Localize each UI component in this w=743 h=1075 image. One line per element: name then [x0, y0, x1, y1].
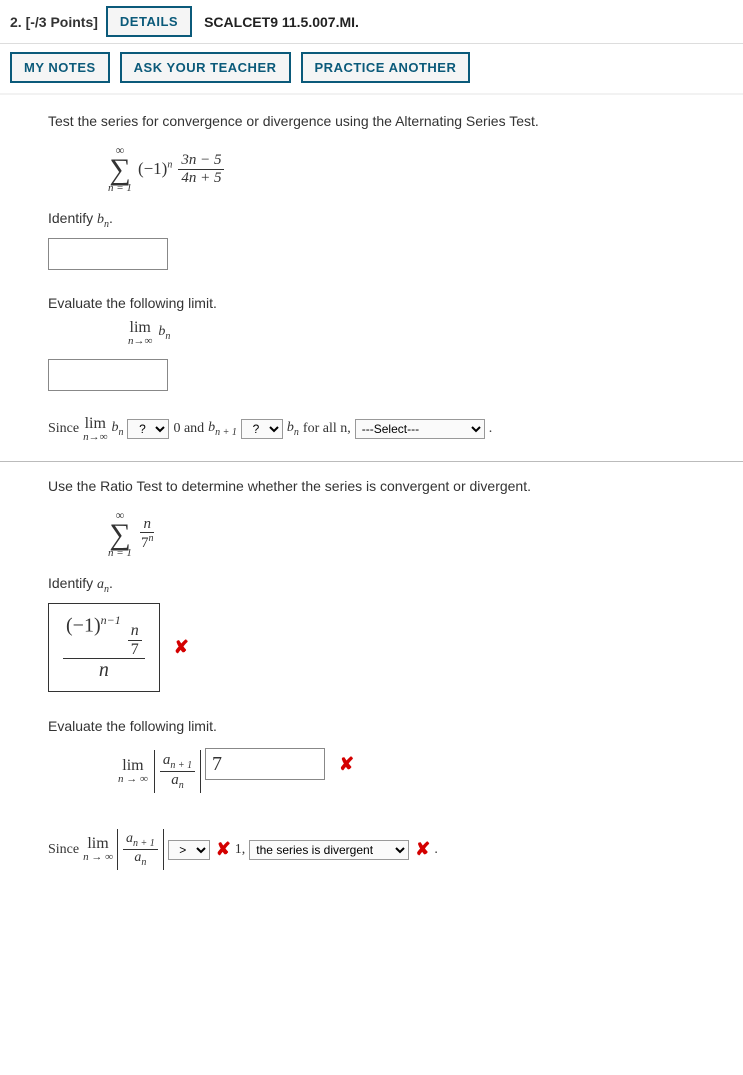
eval-limit-label-1: Evaluate the following limit.	[48, 295, 723, 311]
textbook-reference: SCALCET9 11.5.007.MI.	[204, 14, 359, 30]
question-header: 2. [-/3 Points] DETAILS SCALCET9 11.5.00…	[0, 0, 743, 44]
sigma-icon: ∑	[109, 156, 130, 183]
comparator-select-3[interactable]: >	[168, 840, 210, 860]
my-notes-button[interactable]: MY NOTES	[10, 52, 110, 83]
wrong-icon: ✘	[339, 754, 354, 775]
comparator-select-1[interactable]: ?	[127, 419, 169, 439]
comparator-select-2[interactable]: ?	[241, 419, 283, 439]
limit-ratio-input[interactable]: 7	[205, 748, 325, 780]
part1-series: ∞ ∑ n = 1 (−1)n 3n − 5 4n + 5	[108, 143, 723, 194]
series-fraction: 3n − 5 4n + 5	[178, 152, 224, 186]
sigma-lower: n = 1	[108, 183, 132, 194]
bn-input[interactable]	[48, 238, 168, 270]
part2-prompt: Use the Ratio Test to determine whether …	[48, 478, 723, 494]
wrong-icon: ✘	[415, 839, 430, 860]
limit-expression-1: lim n→∞ bn	[128, 319, 723, 347]
sigma-lower-2: n = 1	[108, 548, 132, 559]
since-line-2: Since lim n → ∞ an + 1 an > ✘ 1, the ser…	[48, 829, 723, 870]
part2-series: ∞ ∑ n = 1 n 7n	[108, 508, 723, 559]
wrong-icon: ✘	[216, 839, 231, 860]
practice-another-button[interactable]: PRACTICE ANOTHER	[301, 52, 471, 83]
series-term: (−1)n	[138, 159, 172, 179]
part1-prompt: Test the series for convergence or diver…	[48, 113, 723, 129]
question-content: Test the series for convergence or diver…	[0, 95, 743, 902]
sigma-icon-2: ∑	[109, 521, 130, 548]
identify-bn-label: Identify bn.	[48, 210, 723, 230]
conclusion-select-2[interactable]: the series is divergent	[249, 840, 409, 860]
section-divider	[0, 461, 743, 462]
since-line-1: Since lim n→∞ bn ? 0 and bn + 1 ? bn for…	[48, 416, 723, 443]
eval-limit-label-2: Evaluate the following limit.	[48, 718, 723, 734]
series-fraction-2: n 7n	[138, 516, 157, 552]
ask-teacher-button[interactable]: ASK YOUR TEACHER	[120, 52, 291, 83]
details-button[interactable]: DETAILS	[106, 6, 192, 37]
wrong-icon: ✘	[174, 637, 189, 658]
limit-expression-2: lim n → ∞ an + 1 an	[118, 750, 201, 793]
question-number: 2. [-/3 Points]	[10, 14, 98, 30]
an-answer-box[interactable]: (−1)n−1 n 7 n	[48, 603, 160, 693]
action-buttons-row: MY NOTES ASK YOUR TEACHER PRACTICE ANOTH…	[0, 44, 743, 95]
conclusion-select-1[interactable]: ---Select---	[355, 419, 485, 439]
limit-bn-input[interactable]	[48, 359, 168, 391]
identify-an-label: Identify an.	[48, 575, 723, 595]
